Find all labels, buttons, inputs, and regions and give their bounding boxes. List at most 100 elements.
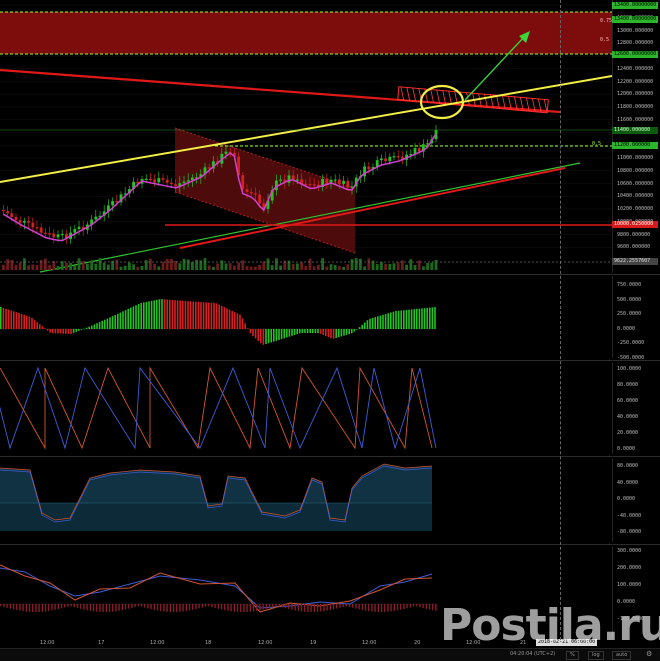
- volume-bar: [56, 266, 60, 270]
- histogram-bar: [312, 329, 314, 333]
- hatch-line: [537, 98, 542, 113]
- macd-histogram-bar: [374, 604, 376, 612]
- volume-bar: [308, 258, 312, 270]
- pane-divider[interactable]: [0, 544, 660, 545]
- histogram-bar: [13, 311, 15, 329]
- macd-histogram-bar: [156, 604, 159, 611]
- volume-bar: [199, 260, 203, 270]
- clock-label: 04:20:04 (UTC+2): [510, 651, 556, 657]
- aroon-tick-label: 80.0000: [617, 382, 639, 388]
- volume-bar: [304, 265, 308, 270]
- histogram-bar: [369, 318, 371, 329]
- volume-bar: [69, 263, 72, 270]
- histogram-tick-label: -250.0000: [617, 340, 645, 346]
- time-tick-label: 20: [414, 640, 421, 646]
- macd-axis[interactable]: [612, 546, 660, 638]
- histogram-bar: [54, 329, 57, 334]
- candle-body: [115, 201, 119, 203]
- macd-tick-label: 100.0000: [617, 582, 642, 588]
- volume-bar: [195, 259, 198, 270]
- candle-body: [182, 181, 186, 184]
- macd-histogram-bar: [355, 604, 357, 609]
- volume-bar: [18, 262, 22, 270]
- histogram-pane[interactable]: [0, 276, 612, 358]
- volume-bar: [430, 262, 434, 270]
- volume-bar: [119, 266, 123, 270]
- volume-bar: [157, 266, 161, 270]
- macd-histogram-bar: [243, 604, 245, 612]
- histogram-bar: [434, 307, 436, 329]
- aroon-tick-label: 40.0000: [617, 414, 639, 420]
- candle-body: [224, 151, 228, 154]
- macd-histogram-bar: [6, 604, 8, 608]
- candle-body: [300, 179, 303, 184]
- percent-scale-button[interactable]: %: [566, 651, 579, 660]
- log-scale-button[interactable]: log: [588, 651, 604, 660]
- auto-scale-button[interactable]: auto: [612, 651, 632, 660]
- price-tick-label: 10400.000000: [617, 193, 654, 200]
- volume-bar: [275, 258, 278, 270]
- macd-histogram-bar: [131, 604, 133, 608]
- candle-body: [350, 186, 354, 188]
- volume-bar: [300, 262, 303, 270]
- oscillator-tick-label: 0.0000: [617, 496, 636, 502]
- candle-body: [317, 184, 320, 188]
- pane-divider[interactable]: [0, 274, 660, 275]
- candle-body: [346, 180, 350, 188]
- oscillator-axis[interactable]: [612, 458, 660, 542]
- histogram-bar: [93, 324, 96, 329]
- macd-signal-line: [0, 564, 433, 613]
- macd-histogram-bar: [268, 604, 271, 609]
- settings-gear-icon[interactable]: ⚙: [646, 650, 653, 658]
- histogram-bar: [327, 329, 330, 338]
- pane-divider[interactable]: [0, 456, 660, 457]
- candle-body: [291, 175, 295, 181]
- price-pane[interactable]: 0.75 0.5 0.5: [0, 0, 613, 273]
- volume-bar: [182, 258, 186, 270]
- aroon-axis[interactable]: [612, 362, 660, 454]
- cursor-date-label: 2018-02-21 06:00:00: [536, 639, 598, 646]
- candle-body: [191, 177, 194, 181]
- candle-body: [27, 220, 30, 223]
- volume-bar: [291, 263, 295, 270]
- candle-body: [321, 179, 324, 188]
- histogram-bar: [280, 329, 283, 340]
- hatch-line: [526, 97, 530, 112]
- price-tick-label: 9800.000000: [617, 231, 651, 238]
- macd-histogram-bar: [412, 604, 415, 607]
- macd-histogram-bar: [217, 604, 219, 609]
- histogram-bar: [392, 311, 395, 329]
- candle-body: [119, 194, 123, 203]
- macd-pane[interactable]: [0, 546, 612, 638]
- candle-body: [90, 219, 93, 225]
- aroon-pane[interactable]: [0, 362, 612, 454]
- candle-body: [262, 203, 266, 209]
- histogram-bar: [85, 327, 88, 329]
- candle-body: [149, 178, 152, 180]
- zone-label-top: 0.75: [600, 18, 612, 24]
- histogram-bar: [148, 301, 150, 329]
- volume-bar: [296, 263, 299, 270]
- histogram-axis[interactable]: [612, 276, 660, 358]
- oscillator-pane[interactable]: [0, 458, 612, 542]
- volume-bar: [241, 260, 245, 270]
- candle-body: [333, 179, 337, 181]
- volume-bar: [333, 265, 337, 270]
- candle-body: [203, 167, 207, 175]
- oscillator-upper-fill: [0, 464, 432, 520]
- yellow-trend-line: [0, 75, 613, 183]
- pane-divider[interactable]: [0, 360, 660, 361]
- histogram-bar: [332, 329, 335, 339]
- volume-bar: [359, 258, 362, 270]
- candle-body: [35, 227, 39, 229]
- volume-bar: [254, 266, 257, 270]
- histogram-bar: [106, 318, 109, 329]
- candle-body: [56, 234, 60, 238]
- volume-bar: [48, 264, 51, 270]
- histogram-bar: [166, 299, 168, 329]
- candle-body: [384, 158, 387, 162]
- price-tick-label: 12000.000000: [617, 91, 654, 98]
- histogram-bar: [252, 329, 254, 337]
- candle-body: [245, 189, 249, 192]
